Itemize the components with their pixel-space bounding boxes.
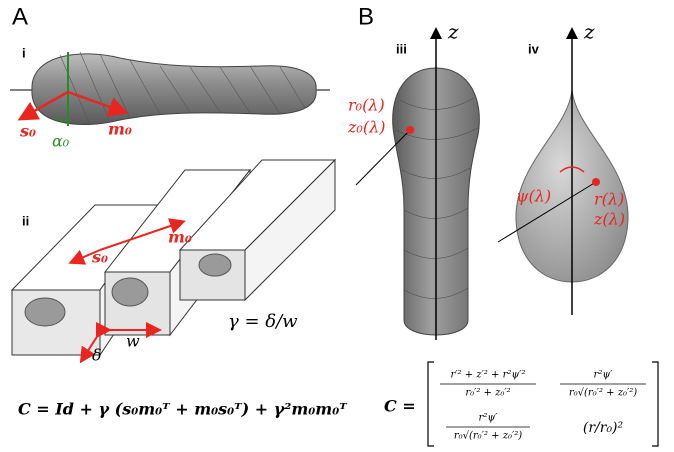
numerator: r²ψ′: [479, 413, 499, 424]
denominator: r₀′² + z₀′²: [465, 388, 510, 399]
vector-label: s₀: [19, 122, 36, 141]
matrix-entries: r′² + z′² + r²ψ′² r₀′² + z₀′² r²ψ′ r₀√(r…: [440, 370, 646, 442]
coordinate-label: r₀(λ): [348, 96, 385, 115]
vector-label: s₀: [91, 248, 108, 267]
subpanel-label: i: [22, 45, 26, 60]
figure: A i s₀ α₀ m₀ ii m₀ s₀ w δ γ = δ/w C = Id…: [0, 0, 674, 452]
equation: C = Id + γ (s₀m₀ᵀ + m₀s₀ᵀ) + γ²m₀m₀ᵀ: [18, 400, 348, 419]
subpanel-label: iv: [528, 41, 540, 56]
matrix-lhs: C =: [384, 397, 416, 416]
panel-label: A: [12, 3, 28, 30]
ratio-label: γ = δ/w: [228, 311, 298, 332]
depth-label: δ: [92, 346, 102, 365]
vector-label: m₀: [108, 120, 132, 139]
axis-label: z: [583, 20, 595, 44]
panel-label: B: [358, 3, 374, 30]
point: [592, 178, 600, 186]
coordinate-label: r(λ): [594, 190, 624, 209]
numerator: r²ψ′: [594, 370, 614, 381]
subpanel-label: iii: [396, 41, 407, 56]
subpanel-label: ii: [22, 213, 29, 228]
denominator: r₀√(r₀′² + z₀′²): [569, 388, 637, 399]
point: [406, 126, 414, 134]
axis-label: z: [447, 20, 459, 44]
coordinate-label: z(λ): [593, 210, 625, 229]
coordinate-label: z₀(λ): [347, 118, 385, 137]
numerator: r′² + z′² + r²ψ′²: [451, 370, 526, 381]
denominator: r₀√(r₀′² + z₀′²): [454, 431, 522, 442]
width-label: w: [126, 332, 140, 351]
angle-label: ψ(λ): [516, 187, 551, 206]
matrix-entry: (r/r₀)²: [583, 420, 624, 436]
angle-label: α₀: [52, 132, 70, 151]
vector-label: m₀: [168, 228, 192, 247]
